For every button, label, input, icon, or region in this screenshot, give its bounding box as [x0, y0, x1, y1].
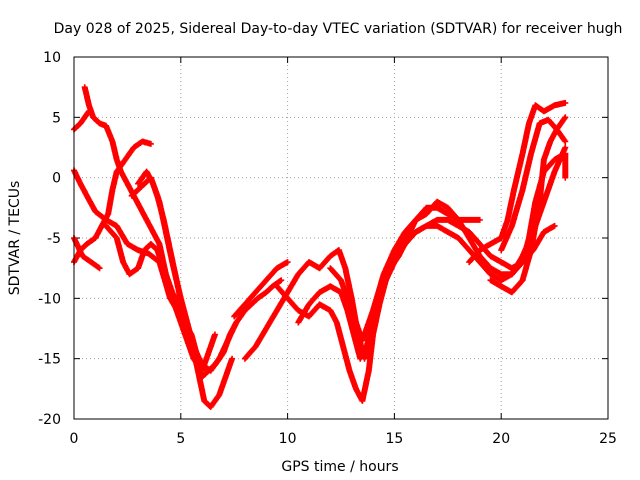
track-markers	[135, 168, 285, 374]
chart-title: Day 028 of 2025, Sidereal Day-to-day VTE…	[54, 21, 623, 37]
track-markers	[71, 138, 154, 266]
track-markers	[273, 216, 558, 404]
satellite-track-9	[231, 259, 291, 320]
satellite-track-14	[466, 99, 569, 266]
track-markers	[487, 114, 569, 296]
x-tick-label: 0	[70, 431, 79, 447]
x-axis-label: GPS time / hours	[281, 459, 398, 475]
y-tick-label: -15	[38, 352, 61, 368]
y-tick-label: -20	[38, 412, 61, 428]
plot-frame	[73, 56, 609, 420]
satellite-track-8	[135, 168, 285, 374]
x-tick-label: 15	[385, 431, 403, 447]
x-axis-ticks: 0 5 10 15 20 25	[70, 57, 617, 447]
y-tick-label: -10	[38, 291, 61, 307]
satellite-track-16	[498, 116, 569, 254]
y-tick-label: 10	[43, 50, 61, 66]
y-axis-label: SDTVAR / TECUs	[7, 181, 23, 296]
satellite-track-3	[71, 138, 154, 266]
y-tick-label: 5	[52, 110, 61, 126]
data-points	[71, 84, 569, 410]
satellite-track-11	[273, 216, 558, 404]
satellite-track-15	[487, 114, 569, 296]
y-tick-label: 0	[52, 171, 61, 187]
track-markers	[498, 116, 569, 254]
x-tick-label: 25	[599, 431, 617, 447]
track-markers	[466, 99, 569, 266]
x-tick-label: 20	[492, 431, 510, 447]
y-tick-label: -5	[47, 231, 61, 247]
track-markers	[231, 259, 291, 320]
x-tick-label: 5	[176, 431, 185, 447]
x-tick-label: 10	[279, 431, 297, 447]
